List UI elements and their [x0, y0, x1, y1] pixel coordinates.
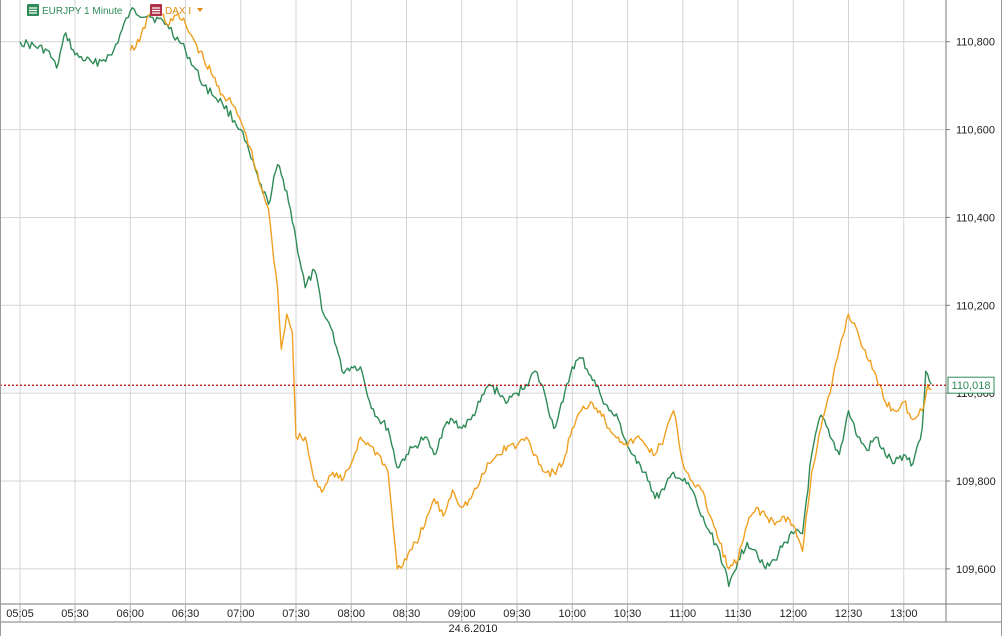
x-tick-label: 08:30: [393, 608, 421, 620]
date-label: 24.6.2010: [449, 623, 498, 635]
x-tick-label: 07:00: [227, 608, 255, 620]
x-axis-tick-labels: 05:05 05:30 06:00 06:30 07:00 07:30 08:00 08:30…: [6, 604, 918, 622]
x-tick-label: 09:30: [503, 608, 531, 620]
x-tick-label: 05:30: [61, 608, 89, 620]
x-tick-label: 06:30: [172, 608, 200, 620]
x-tick-label: 13:00: [890, 608, 918, 620]
y-tick-label: 109,800: [956, 476, 996, 488]
current-price-box: [947, 376, 995, 394]
x-tick-label: 06:00: [116, 608, 144, 620]
x-tick-label: 12:30: [835, 608, 863, 620]
x-tick-label: 10:00: [558, 608, 586, 620]
legend-item-eurjpy[interactable]: EURJPY 1 Minute: [27, 4, 123, 17]
series-line-dax: [129, 5, 932, 570]
chevron-down-icon[interactable]: [197, 8, 203, 12]
x-tick-label: 05:05: [6, 608, 34, 620]
legend-label-eurjpy: EURJPY 1 Minute: [42, 6, 123, 17]
legend: EURJPY 1 Minute DAX I: [27, 4, 203, 17]
y-tick-label: 110,200: [956, 300, 995, 312]
series-chart-icon-lines: [29, 7, 37, 14]
y-tick-label: 110,400: [956, 212, 995, 224]
y-tick-label: 109,600: [956, 564, 996, 576]
current-price-marker: 110,018: [947, 376, 995, 394]
y-tick-label: 110,600: [956, 125, 995, 137]
x-tick-label: 10:30: [614, 608, 642, 620]
series-line-eurjpy: [19, 7, 932, 588]
legend-label-dax: DAX I: [165, 6, 191, 17]
x-tick-label: 09:00: [448, 608, 476, 620]
series-layer: [19, 5, 932, 588]
y-tick-label: 110,800: [956, 37, 995, 49]
x-tick-label: 11:00: [669, 608, 696, 620]
x-tick-label: 11:30: [725, 608, 752, 620]
x-tick-label: 07:30: [282, 608, 310, 620]
x-tick-label: 12:00: [779, 608, 807, 620]
grid: [0, 0, 946, 604]
x-tick-label: 08:00: [337, 608, 365, 620]
series-chart-icon-lines: [152, 7, 160, 14]
legend-item-dax[interactable]: DAX I: [150, 4, 203, 17]
current-price-label: 110,018: [952, 380, 991, 392]
